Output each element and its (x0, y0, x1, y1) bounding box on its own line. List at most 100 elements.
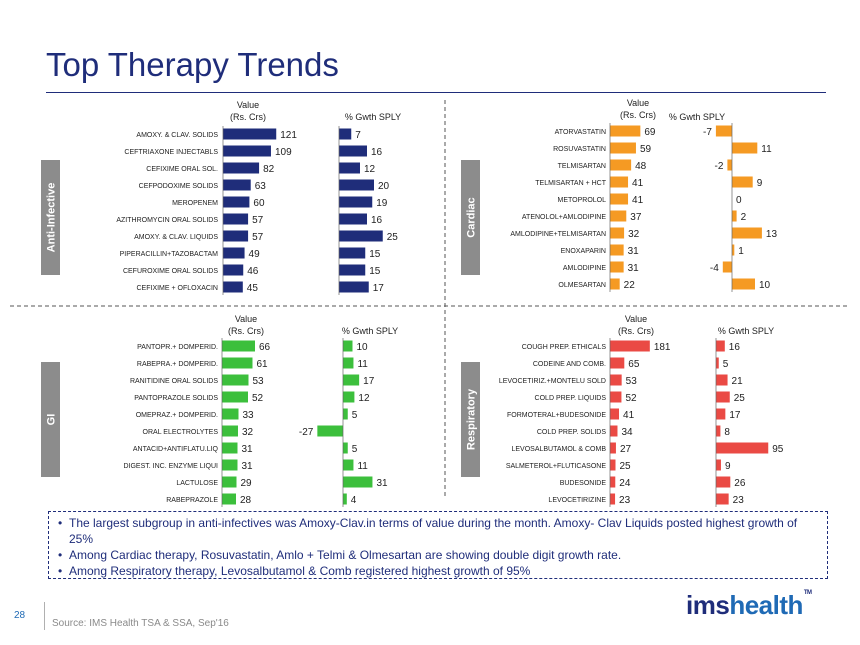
value-label: 32 (242, 427, 254, 438)
growth-bar (732, 227, 762, 239)
growth-label: 15 (369, 266, 381, 277)
value-bar (222, 357, 253, 369)
value-label: 53 (253, 376, 265, 387)
growth-label: -7 (703, 127, 712, 138)
growth-bar (732, 142, 758, 154)
growth-label: 31 (376, 478, 388, 489)
category-label: ORAL ELECTROLYTES (143, 429, 219, 436)
key-notes-box: The largest subgroup in anti-infectives … (48, 511, 828, 579)
value-label: 61 (257, 359, 269, 370)
growth-label: 17 (373, 283, 385, 294)
value-label: 33 (243, 410, 255, 421)
growth-label: 8 (724, 427, 730, 438)
category-label: CEFPODOXIME SOLIDS (139, 183, 219, 190)
growth-label: 19 (376, 198, 388, 209)
growth-label: 25 (387, 232, 399, 243)
growth-label: 5 (352, 410, 358, 421)
growth-label: 12 (364, 164, 376, 175)
category-label: AMOXY. & CLAV. LIQUIDS (134, 234, 218, 241)
category-label: ATORVASTATIN (555, 129, 606, 136)
value-label: 32 (628, 229, 640, 240)
category-label: COLD PREP. SOLIDS (537, 429, 606, 436)
growth-bar (716, 459, 721, 471)
value-bar (610, 476, 616, 488)
growth-bar (716, 442, 769, 454)
growth-label: 4 (351, 495, 357, 506)
growth-label: -2 (714, 161, 723, 172)
growth-label: 16 (729, 342, 741, 353)
growth-label: 11 (761, 144, 772, 155)
value-bar (610, 193, 629, 205)
category-label: AZITHROMYCIN ORAL SOLIDS (116, 217, 218, 224)
growth-label: 2 (741, 212, 747, 223)
anti-infective-tag-label: Anti-Infective (46, 183, 58, 253)
category-label: LEVOCETIRIZ.+MONTELU SOLD (499, 378, 606, 385)
growth-bar (732, 176, 753, 188)
cardiac-value-unit: (Rs. Crs) (620, 110, 656, 120)
category-label: CEFTRIAXONE INJECTABLS (124, 149, 218, 156)
category-label: SALMETEROL+FLUTICASONE (506, 463, 606, 470)
category-label: ATENOLOL+AMLODIPINE (522, 214, 606, 221)
value-bar (222, 493, 236, 505)
growth-label: 21 (732, 376, 744, 387)
category-label: LEVOSALBUTAMOL & COMB (511, 446, 606, 453)
value-label: 181 (654, 342, 671, 353)
category-label: RABEPRAZOLE (166, 497, 218, 504)
category-label: LACTULOSE (176, 480, 218, 487)
value-label: 25 (620, 461, 632, 472)
value-bar (222, 476, 237, 488)
note-item: Among Cardiac therapy, Rosuvastatin, Aml… (58, 547, 819, 563)
value-label: 31 (628, 263, 640, 274)
value-bar (222, 459, 238, 471)
value-label: 52 (625, 393, 637, 404)
respiratory-tag-label: Respiratory (466, 388, 478, 450)
value-bar (222, 408, 239, 420)
category-label: PIPERACILLIN+TAZOBACTAM (120, 251, 219, 258)
value-bar (610, 493, 616, 505)
value-bar (223, 264, 244, 276)
category-label: CEFIXIME ORAL SOL. (146, 166, 218, 173)
value-bar (223, 162, 260, 174)
value-label: 41 (623, 410, 635, 421)
page-number: 28 (14, 610, 26, 621)
value-label: 31 (628, 246, 640, 257)
value-bar (610, 391, 622, 403)
value-label: 46 (247, 266, 259, 277)
growth-bar (343, 476, 373, 488)
category-label: CEFUROXIME ORAL SOLIDS (123, 268, 218, 275)
category-label: AMOXY. & CLAV. SOLIDS (136, 132, 218, 139)
category-label: CODEINE AND COMB. (533, 361, 606, 368)
cardiac-tag-label: Cardiac (466, 197, 478, 237)
growth-bar (343, 374, 360, 386)
value-label: 45 (247, 283, 259, 294)
note-item: The largest subgroup in anti-infectives … (58, 515, 819, 547)
value-bar (223, 213, 249, 225)
growth-bar (716, 357, 719, 369)
growth-label: 15 (369, 249, 381, 260)
gi-growth-header: % Gwth SPLY (342, 326, 398, 336)
category-label: MEROPENEM (172, 200, 218, 207)
growth-bar (339, 264, 366, 276)
category-label: OLMESARTAN (558, 282, 606, 289)
growth-bar (716, 425, 721, 437)
growth-label: 26 (734, 478, 746, 489)
growth-label: 12 (358, 393, 370, 404)
growth-bar (339, 213, 367, 225)
growth-label: 13 (766, 229, 778, 240)
value-label: 29 (241, 478, 253, 489)
cardiac-value-header: Value (627, 98, 649, 108)
growth-label: 5 (723, 359, 729, 370)
cardiac-growth-header: % Gwth SPLY (669, 112, 725, 122)
growth-bar (343, 391, 355, 403)
value-label: 57 (252, 215, 264, 226)
value-bar (610, 459, 616, 471)
value-bar (610, 442, 616, 454)
category-label: TELMISARTAN + HCT (535, 180, 606, 187)
value-label: 41 (632, 178, 644, 189)
growth-bar (732, 244, 735, 256)
anti-infective-tag (41, 160, 60, 275)
value-label: 53 (626, 376, 638, 387)
category-label: METOPROLOL (558, 197, 607, 204)
growth-label: -4 (710, 263, 719, 274)
gi-value-header: Value (235, 314, 257, 324)
